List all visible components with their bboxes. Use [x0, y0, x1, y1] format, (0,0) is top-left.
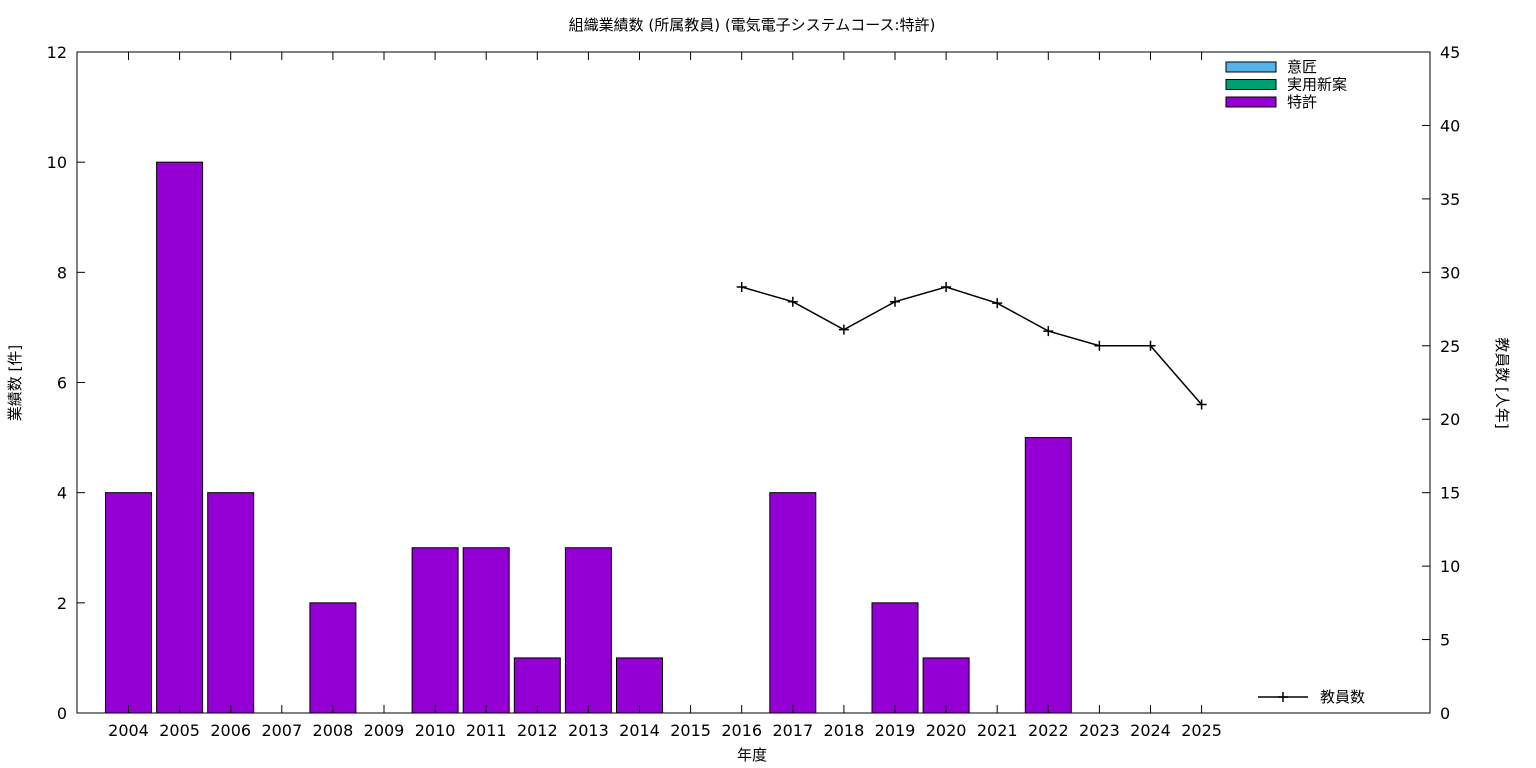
line-point-marker — [992, 298, 1003, 309]
x-tick-label: 2025 — [1181, 721, 1222, 740]
y-tick-label: 8 — [57, 263, 67, 282]
x-axis-title: 年度 — [737, 746, 767, 764]
x-tick-label: 2004 — [108, 721, 149, 740]
x-tick-label: 2012 — [517, 721, 558, 740]
y2-tick-label: 5 — [1440, 631, 1450, 650]
x-tick-label: 2017 — [772, 721, 813, 740]
x-tick-label: 2015 — [670, 721, 711, 740]
x-tick-label: 2018 — [824, 721, 865, 740]
legend-label: 教員数 — [1320, 688, 1365, 706]
legend-line-marker — [1278, 692, 1288, 702]
y2-tick-label: 45 — [1440, 43, 1460, 62]
line-series-teachers — [741, 286, 1203, 406]
y2-tick-label: 0 — [1440, 704, 1450, 723]
plot-area — [76, 51, 1431, 714]
y-axis-title: 業績数 [件] — [6, 345, 24, 421]
line-point-marker — [890, 296, 900, 307]
y2-axis-title: 教員数 [人年] — [1493, 337, 1511, 428]
x-tick-label: 2007 — [261, 721, 302, 740]
y-tick-label: 4 — [57, 484, 67, 503]
legend-label: 意匠 — [1287, 58, 1317, 76]
line-point-marker — [1145, 340, 1156, 351]
bar-2013 — [564, 547, 612, 714]
y2-tick-label: 35 — [1440, 190, 1460, 209]
bars-group — [105, 161, 1072, 714]
x-tick-label: 2009 — [364, 721, 405, 740]
y-tick-label: 10 — [47, 153, 67, 172]
bar-2017 — [769, 492, 817, 714]
legend-swatch — [1225, 61, 1277, 73]
chart-title: 組織業績数 (所属教員) (電気電子システムコース:特許) — [569, 16, 936, 34]
legend-swatch — [1225, 96, 1277, 108]
x-tick-label: 2010 — [415, 721, 456, 740]
line-point-marker — [736, 282, 747, 293]
y-tick-label: 6 — [57, 374, 67, 393]
y2-tick-label: 25 — [1440, 337, 1460, 356]
line-point-marker — [1094, 340, 1105, 351]
legend-swatch — [1225, 79, 1277, 90]
bar-2020 — [922, 657, 970, 714]
line-point-marker — [838, 324, 849, 335]
y-tick-label: 12 — [47, 43, 67, 62]
y2-tick-label: 40 — [1440, 116, 1460, 135]
line-point-marker — [1196, 399, 1207, 410]
x-tick-label: 2013 — [568, 721, 609, 740]
bar-2019 — [871, 602, 919, 714]
bar-2005 — [156, 161, 204, 714]
bar-2010 — [411, 547, 459, 714]
x-tick-label: 2023 — [1079, 721, 1120, 740]
bar-2022 — [1024, 437, 1072, 714]
x-tick-label: 2005 — [159, 721, 200, 740]
bar-2004 — [105, 492, 152, 714]
bar-2014 — [616, 657, 663, 714]
line-series-group — [736, 282, 1207, 410]
plot-frame — [76, 51, 1431, 714]
bar-2006 — [207, 492, 255, 714]
x-tick-label: 2014 — [619, 721, 660, 740]
y2-tick-label: 10 — [1440, 557, 1460, 576]
x-tick-label: 2011 — [466, 721, 507, 740]
y-tick-label: 0 — [57, 704, 67, 723]
x-tick-label: 2008 — [313, 721, 354, 740]
bar-2011 — [462, 547, 510, 714]
y-tick-label: 2 — [57, 594, 67, 613]
x-tick-label: 2006 — [210, 721, 251, 740]
x-tick-label: 2016 — [721, 721, 762, 740]
x-tick-label: 2024 — [1130, 721, 1171, 740]
line-point-marker — [1043, 326, 1054, 337]
line-point-marker — [787, 296, 798, 307]
line-point-marker — [941, 282, 952, 293]
legend-label: 実用新案 — [1287, 76, 1347, 94]
x-tick-label: 2022 — [1028, 721, 1069, 740]
bar-2008 — [309, 602, 357, 714]
bar-2012 — [513, 657, 561, 714]
y2-tick-label: 20 — [1440, 410, 1460, 429]
y2-tick-label: 15 — [1440, 484, 1460, 503]
x-tick-label: 2019 — [875, 721, 916, 740]
x-tick-label: 2021 — [977, 721, 1018, 740]
y2-tick-label: 30 — [1440, 263, 1460, 282]
x-tick-label: 2020 — [926, 721, 967, 740]
legend-label: 特許 — [1287, 93, 1317, 111]
